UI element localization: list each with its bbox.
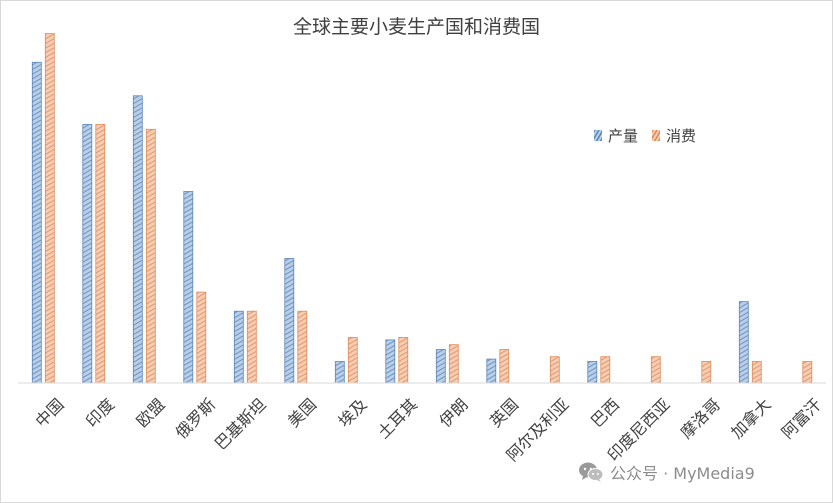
bar-consumption-11 xyxy=(600,356,611,384)
bar-production-0 xyxy=(31,61,42,384)
bar-production-11 xyxy=(587,361,598,384)
x-tick-label: 中国 xyxy=(32,395,68,431)
bar-consumption-13 xyxy=(701,361,712,384)
bar-consumption-14 xyxy=(751,361,762,384)
bar-consumption-0 xyxy=(44,33,55,384)
bar-consumption-10 xyxy=(549,356,560,384)
x-tick-label: 伊朗 xyxy=(436,395,472,431)
bar-production-8 xyxy=(435,349,446,384)
bar-production-6 xyxy=(334,361,345,384)
legend-label-consumption: 消费 xyxy=(666,127,697,145)
x-tick-label: 埃及 xyxy=(335,395,371,431)
x-tick-label: 巴西 xyxy=(587,395,623,431)
x-tick-label: 俄罗斯 xyxy=(172,395,219,442)
bar-production-9 xyxy=(486,358,497,384)
watermark: 公众号 · MyMedia9 xyxy=(578,460,755,484)
x-tick-labels: 中国 印度 欧盟 俄罗斯巴基斯坦 美国 埃及 土耳其 伊朗 英国阿尔及利亚 巴西印度尼西亚 摩洛哥加… xyxy=(32,395,826,465)
bar-production-1 xyxy=(82,124,93,384)
x-tick-label: 美国 xyxy=(284,395,320,431)
bar-consumption-4 xyxy=(246,310,257,384)
legend-swatch-production xyxy=(594,130,602,141)
legend-label-production: 产量 xyxy=(608,127,639,145)
bar-consumption-9 xyxy=(499,349,510,384)
x-tick-label: 摩洛哥 xyxy=(677,395,724,442)
legend-item-production: 产量 xyxy=(594,125,638,146)
bar-consumption-12 xyxy=(650,356,661,384)
bars xyxy=(31,33,813,384)
chart-title: 全球主要小麦生产国和消费国 xyxy=(292,16,540,38)
legend: 产量 消费 xyxy=(594,125,696,146)
bar-production-7 xyxy=(385,339,396,384)
x-tick-label: 阿富汗 xyxy=(778,395,825,442)
bar-production-3 xyxy=(183,191,194,384)
bar-consumption-2 xyxy=(145,128,156,384)
legend-item-consumption: 消费 xyxy=(652,125,696,146)
wechat-icon xyxy=(579,462,604,482)
legend-swatch-consumption xyxy=(652,130,661,141)
bar-consumption-15 xyxy=(802,361,813,384)
bar-production-4 xyxy=(233,310,244,384)
bar-consumption-5 xyxy=(297,310,308,384)
x-tick-label: 加拿大 xyxy=(727,395,774,442)
bar-consumption-8 xyxy=(448,344,459,384)
bar-consumption-6 xyxy=(347,337,358,384)
x-tick-label: 巴基斯坦 xyxy=(211,395,270,454)
bar-consumption-7 xyxy=(398,337,409,384)
bar-production-2 xyxy=(132,95,143,384)
bar-production-14 xyxy=(738,301,749,384)
watermark-text: 公众号 · MyMedia9 xyxy=(610,464,755,483)
bar-consumption-1 xyxy=(95,124,106,384)
bar-consumption-3 xyxy=(196,291,207,384)
x-tick-label: 英国 xyxy=(486,395,522,431)
x-tick-label: 印度 xyxy=(82,395,118,431)
x-tick-label: 土耳其 xyxy=(374,395,421,442)
bar-production-5 xyxy=(284,258,295,384)
x-tick-label: 欧盟 xyxy=(133,395,169,431)
